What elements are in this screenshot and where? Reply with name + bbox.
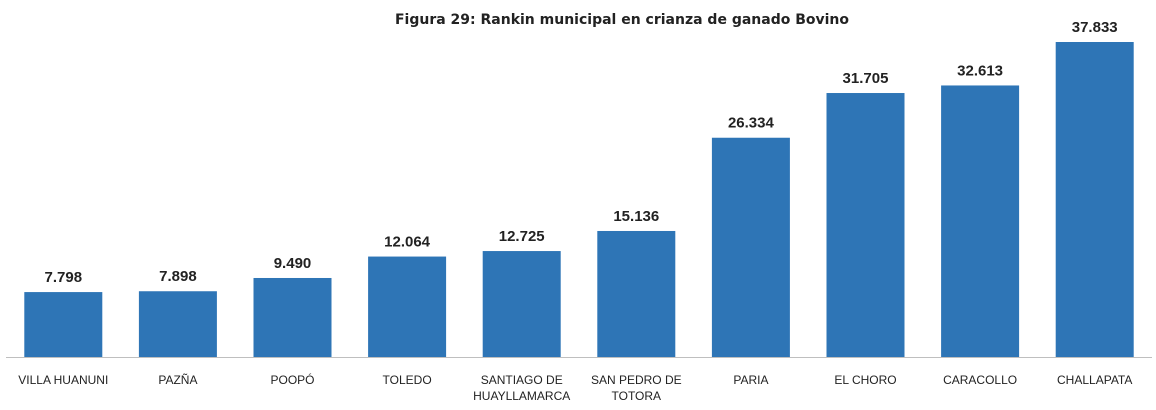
bar — [711, 137, 790, 357]
data-label: 7.898 — [159, 268, 197, 285]
x-tick-label: PARIA — [733, 373, 768, 387]
bar — [597, 230, 676, 357]
bar — [368, 256, 447, 357]
x-tick-label: PAZÑA — [158, 373, 197, 387]
x-tick-label: CARACOLLO — [943, 373, 1017, 387]
x-tick-label: CHALLAPATA — [1057, 373, 1132, 387]
bar — [482, 251, 561, 357]
data-label: 31.705 — [843, 70, 889, 87]
data-label: 15.136 — [613, 208, 659, 225]
bar — [138, 291, 217, 357]
data-label: 26.334 — [728, 115, 775, 132]
data-label: 12.725 — [499, 228, 545, 245]
x-tick-label: EL CHORO — [834, 373, 896, 387]
chart-title: Figura 29: Rankin municipal en crianza d… — [395, 12, 849, 28]
data-label: 37.833 — [1072, 19, 1118, 36]
data-label: 9.490 — [274, 255, 312, 272]
x-tick-label: POOPÓ — [270, 372, 314, 387]
x-tick-label: VILLA HUANUNI — [18, 373, 108, 387]
data-label: 12.064 — [384, 234, 431, 251]
x-tick-label: TOLEDO — [383, 373, 432, 387]
data-label: 32.613 — [957, 62, 1003, 79]
bar — [941, 85, 1020, 357]
bar — [24, 292, 103, 357]
x-tick-label: SAN PEDRO DE TOTORA — [591, 373, 682, 403]
bar — [253, 277, 332, 357]
bar — [1055, 42, 1134, 357]
bar — [826, 93, 905, 357]
data-label: 7.798 — [45, 269, 83, 286]
x-tick-label: SANTIAGO DE HUAYLLAMARCA — [473, 373, 570, 403]
